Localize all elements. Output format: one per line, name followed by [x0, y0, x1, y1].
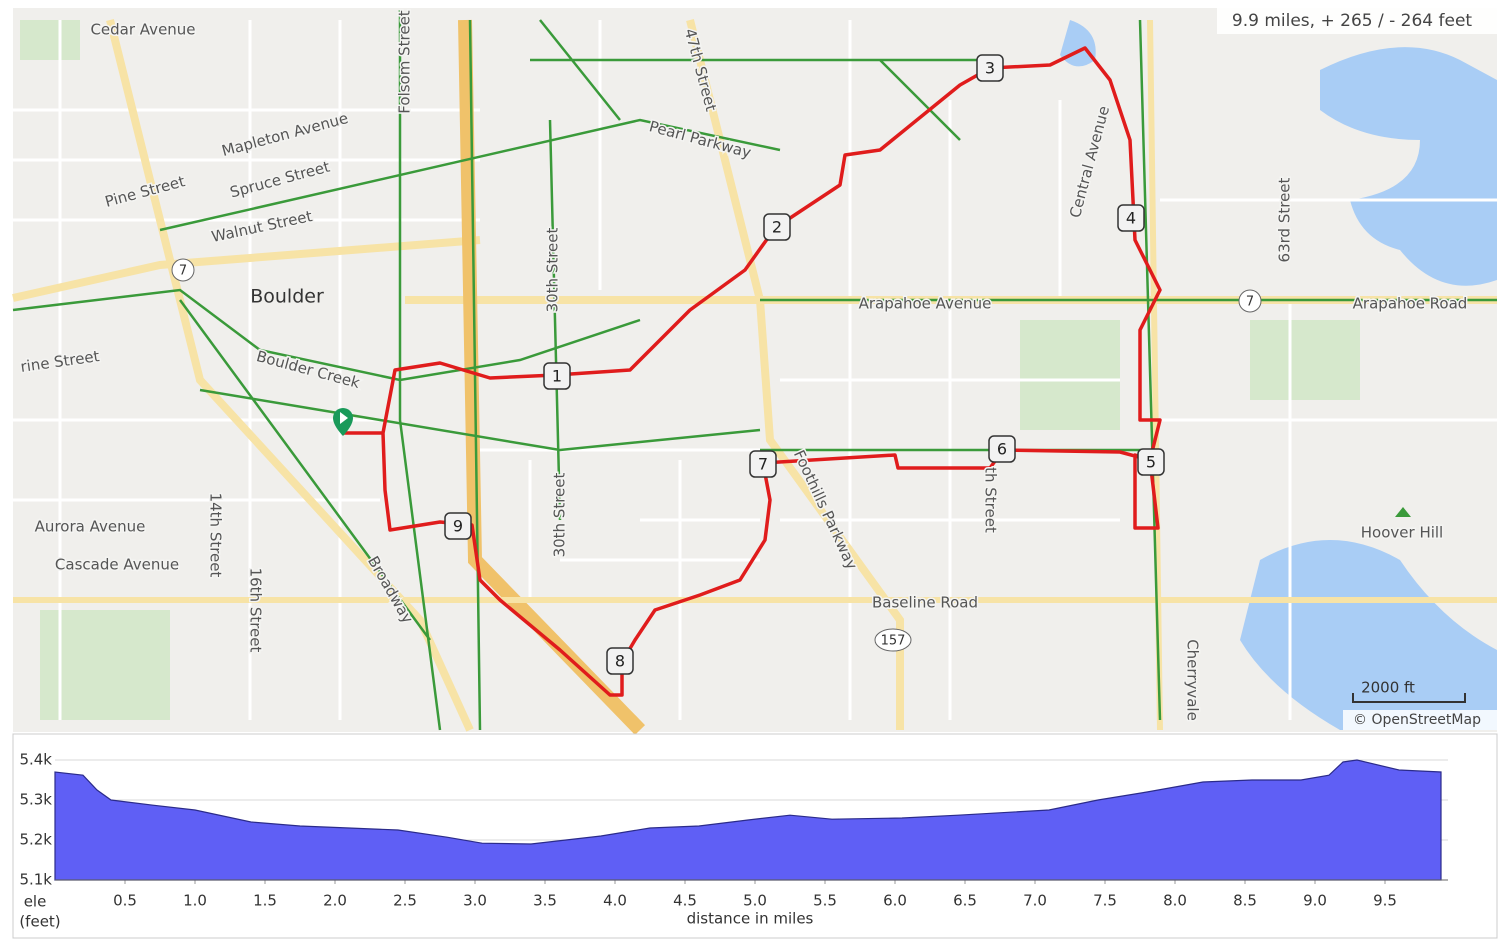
scale-label: 2000 ft	[1361, 679, 1415, 697]
x-tick-label: 1.0	[183, 892, 207, 910]
street-label: Hoover Hill	[1361, 524, 1443, 542]
x-tick-label: 7.5	[1093, 892, 1117, 910]
x-tick-label: 9.5	[1373, 892, 1397, 910]
x-tick-label: 5.5	[813, 892, 837, 910]
x-tick-label: 8.0	[1163, 892, 1187, 910]
road-shield-label: 7	[179, 264, 187, 279]
street-label: 30th Street	[551, 472, 569, 557]
route-marker	[749, 450, 777, 478]
attribution: © OpenStreetMap	[1353, 712, 1481, 728]
route-marker-label: 5	[1146, 453, 1156, 472]
parks	[20, 20, 1360, 720]
route-marker	[976, 54, 1004, 82]
x-tick-label: 1.5	[253, 892, 277, 910]
route-marker	[1117, 204, 1145, 232]
route-marker	[543, 362, 571, 390]
y-axis-label: ele	[24, 893, 47, 911]
city-label: Boulder	[250, 286, 324, 308]
road-shield	[874, 628, 912, 652]
route-marker-label: 1	[552, 367, 562, 386]
start-pin	[333, 408, 353, 436]
elevation-area	[54, 759, 1442, 881]
y-tick-label: 5.4k	[19, 751, 52, 769]
route-marker-label: 6	[997, 440, 1007, 459]
x-tick-label: 4.0	[603, 892, 627, 910]
street-label: th Street	[982, 467, 1000, 533]
route-marker	[444, 512, 472, 540]
y-tick-label: 5.1k	[19, 871, 52, 889]
road-shield	[1238, 289, 1262, 313]
x-tick-label: 2.0	[323, 892, 347, 910]
route-marker-label: 4	[1126, 209, 1136, 228]
x-axis-label: distance in miles	[687, 910, 814, 928]
road-shield-label: 7	[1246, 295, 1254, 310]
x-tick-label: 6.5	[953, 892, 977, 910]
street-label: 30th Street	[544, 227, 562, 312]
street-label: Cedar Avenue	[90, 21, 195, 39]
x-tick-label: 2.5	[393, 892, 417, 910]
x-tick-label: 9.0	[1303, 892, 1327, 910]
x-tick-label: 6.0	[883, 892, 907, 910]
hill-icon	[1395, 507, 1411, 517]
street-label: Arapahoe Road	[1353, 295, 1468, 313]
route-marker-label: 2	[772, 218, 782, 237]
y-axis-label: (feet)	[19, 913, 60, 931]
street-label: Aurora Avenue	[35, 518, 146, 536]
y-tick-label: 5.3k	[19, 791, 52, 809]
route	[343, 46, 1162, 697]
street-label: Arapahoe Avenue	[859, 295, 992, 313]
y-tick-label: 5.2k	[19, 831, 52, 849]
street-label: Baseline Road	[872, 594, 978, 612]
route-marker-label: 7	[758, 455, 768, 474]
bike-paths	[12, 10, 1497, 731]
x-tick-label: 3.5	[533, 892, 557, 910]
street-label: Folsom Street	[396, 10, 414, 114]
streets	[13, 20, 1497, 720]
route-marker	[763, 213, 791, 241]
x-tick-label: 5.0	[743, 892, 767, 910]
x-tick-label: 7.0	[1023, 892, 1047, 910]
street-label: Cascade Avenue	[55, 556, 179, 574]
route-marker	[1137, 448, 1165, 476]
street-label: Cherryvale	[1184, 639, 1202, 721]
elevation-chart: 5.1k 5.2k 5.3k 5.4k 0.5 1.0 1.5 2.0 2.5 3.0 3.5 4.0…	[19, 751, 1448, 931]
route-marker	[988, 435, 1016, 463]
x-tick-label: 0.5	[113, 892, 137, 910]
attribution-box	[1343, 710, 1497, 730]
street-label: 14th Street	[207, 493, 225, 578]
road-shield	[171, 258, 195, 282]
street-label: 16th Street	[247, 568, 265, 653]
route-marker	[606, 647, 634, 675]
x-tick-label: 3.0	[463, 892, 487, 910]
summary: 9.9 miles, + 265 / - 264 feet	[1232, 11, 1472, 31]
summary-box	[1217, 8, 1497, 34]
start-pin-icon	[340, 412, 348, 424]
route-marker-label: 9	[453, 517, 463, 536]
street-label: 63rd Street	[1276, 177, 1294, 262]
x-tick-label: 4.5	[673, 892, 697, 910]
x-tick-label: 8.5	[1233, 892, 1257, 910]
lakes	[1060, 20, 1497, 730]
route-marker-label: 8	[615, 652, 625, 671]
route-marker-label: 3	[985, 59, 995, 78]
scale-bar	[1352, 693, 1466, 703]
road-shield-label: 157	[881, 634, 906, 649]
overlay: 1 2 3 4 5 6 7 8 9 7 7 157	[171, 54, 1262, 675]
